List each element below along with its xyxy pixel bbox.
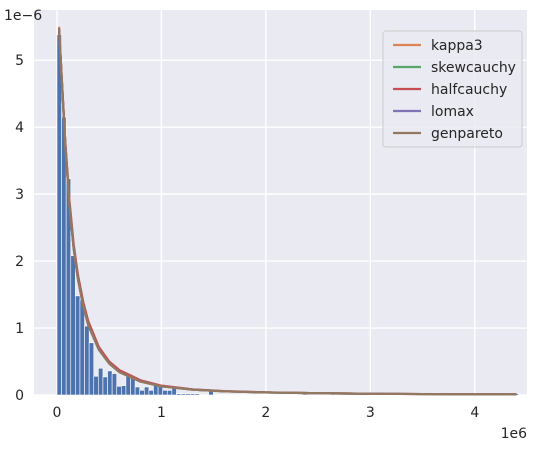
y-tick-label: 1: [15, 321, 24, 337]
histogram-bar: [98, 367, 104, 396]
histogram-bar: [121, 385, 127, 396]
legend-box: [382, 30, 523, 148]
histogram-bar: [194, 393, 200, 396]
histogram-bar: [70, 255, 76, 396]
histogram-bar: [56, 34, 62, 396]
x-tick-label: 2: [261, 405, 270, 421]
y-offset-label: 1e−6: [4, 8, 42, 24]
y-tick-label: 5: [15, 53, 24, 69]
histogram-bar: [176, 393, 182, 396]
histogram-bar: [143, 386, 150, 396]
histogram-bar: [139, 390, 145, 396]
histogram-bar: [166, 390, 173, 396]
histogram-bar: [180, 393, 186, 396]
histogram-bar: [116, 385, 122, 396]
fit-curves: [57, 26, 517, 396]
series-line-genpareto: [57, 28, 517, 396]
y-tick-label: 2: [15, 254, 24, 270]
histogram-bar: [75, 295, 81, 396]
legend-label: lomax: [431, 104, 474, 120]
histogram-bar: [79, 299, 85, 396]
legend-label: halfcauchy: [431, 82, 507, 98]
y-tick-label: 0: [15, 388, 24, 404]
histogram-bar: [125, 375, 131, 396]
x-tick-labels: 0 1 2 3 4: [53, 405, 480, 421]
histogram-bar: [93, 375, 99, 396]
y-tick-label: 4: [15, 120, 24, 136]
x-tick-label: 0: [53, 405, 62, 421]
legend: kappa3 skewcauchy halfcauchy lomax genpareto: [382, 30, 523, 148]
legend-label: skewcauchy: [431, 60, 516, 76]
x-offset-label: 1e6: [501, 426, 528, 442]
x-tick-label: 4: [470, 405, 479, 421]
histogram-bar: [88, 342, 95, 396]
y-tick-labels: 0 1 2 3 4 5: [15, 53, 24, 404]
histogram-bar: [162, 390, 168, 396]
legend-label: genpareto: [431, 126, 503, 142]
legend-label: kappa3: [431, 38, 483, 54]
histogram-bar: [102, 376, 108, 396]
histogram-bar: [148, 390, 154, 396]
histogram-bar: [84, 325, 90, 396]
histogram-bar: [134, 386, 141, 396]
x-tick-label: 1: [157, 405, 166, 421]
histogram-bars: [56, 34, 520, 396]
y-tick-label: 3: [15, 187, 24, 203]
x-tick-label: 3: [366, 405, 375, 421]
histogram-bar: [185, 393, 191, 396]
histogram-bar: [189, 393, 196, 396]
histogram-bar: [111, 373, 118, 396]
histogram-bar: [107, 370, 113, 396]
